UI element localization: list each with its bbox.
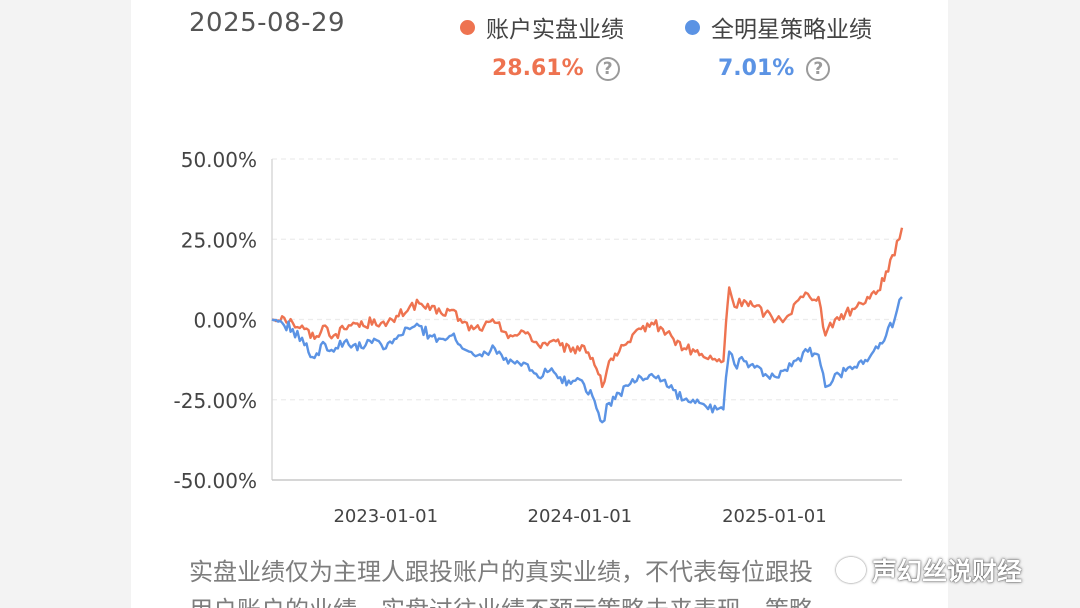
y-tick-label: 25.00% — [181, 228, 257, 252]
y-tick-label: 0.00% — [193, 309, 257, 333]
chart-date: 2025-08-29 — [189, 8, 346, 38]
disclaimer-text: 实盘业绩仅为主理人跟投账户的真实业绩，不代表每位跟投 用户账户的业绩，实盘过往业… — [189, 553, 889, 608]
x-tick-label: 2024-01-01 — [528, 506, 633, 527]
watermark-logo-icon — [836, 557, 866, 583]
performance-card: 2025-08-29 账户实盘业绩 28.61% ? 全明星策略业绩 7.01%… — [131, 0, 948, 608]
legend-item-strategy[interactable]: 全明星策略业绩 — [685, 10, 872, 44]
account-help-icon[interactable]: ? — [595, 56, 620, 81]
series-line-account — [271, 227, 904, 389]
performance-line-chart[interactable]: 50.00% 25.00% 0.00% -25.00% -50.00% 2023-01-0… — [131, 0, 948, 540]
watermark: 声幻丝说财经 — [836, 552, 1022, 588]
y-tick-label: -25.00% — [174, 389, 257, 413]
account-legend-label: 账户实盘业绩 — [486, 17, 624, 43]
x-tick-label: 2023-01-01 — [333, 506, 438, 527]
watermark-text: 声幻丝说财经 — [872, 557, 1023, 586]
strategy-help-icon[interactable]: ? — [806, 56, 831, 81]
disclaimer-line-2: 用户账户的业绩，实盘过往业绩不预示策略未来表现，策略 — [189, 591, 889, 608]
y-tick-label: 50.00% — [181, 148, 257, 172]
strategy-return-value: 7.01% — [718, 56, 795, 81]
y-tick-label: -50.00% — [174, 469, 257, 493]
strategy-legend-dot — [685, 19, 700, 35]
strategy-return-value-group: 7.01% ? — [718, 56, 831, 81]
disclaimer-line-1: 实盘业绩仅为主理人跟投账户的真实业绩，不代表每位跟投 — [189, 558, 813, 586]
legend-item-account[interactable]: 账户实盘业绩 — [460, 10, 624, 44]
x-tick-label: 2025-01-01 — [722, 506, 827, 527]
strategy-legend-label: 全明星策略业绩 — [711, 17, 872, 43]
account-legend-dot — [460, 19, 475, 35]
series-line-strategy — [271, 296, 903, 424]
account-return-value-group: 28.61% ? — [492, 56, 620, 81]
account-return-value: 28.61% — [492, 56, 584, 81]
